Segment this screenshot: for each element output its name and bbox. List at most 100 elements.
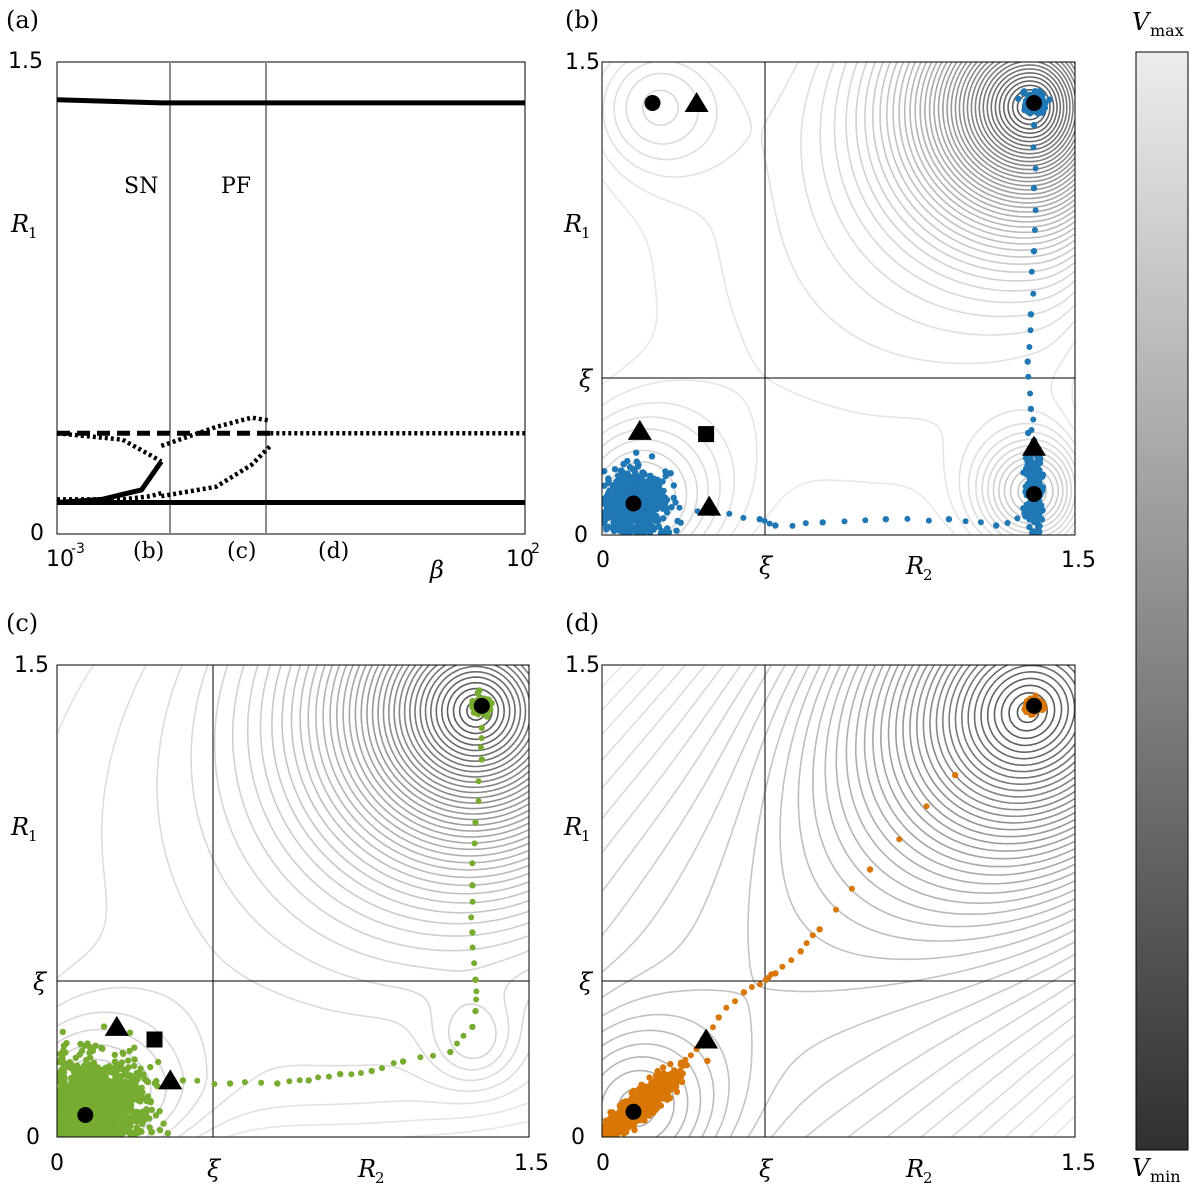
sample-point	[113, 1073, 120, 1080]
r2-sub-d: 2	[923, 1169, 933, 1187]
sample-point	[57, 1105, 64, 1112]
trail-point	[1030, 290, 1037, 297]
vmin-sub: min	[1150, 1167, 1181, 1186]
trail-point	[768, 971, 775, 978]
r1-sub-b: 1	[581, 224, 591, 242]
trail-point	[1004, 520, 1011, 526]
trail-point	[677, 1061, 684, 1068]
panel-d-label: (d)	[565, 609, 599, 637]
saddle-fixed-point	[104, 1015, 129, 1036]
trail-point	[779, 963, 786, 970]
contour-level-21	[937, 62, 1075, 200]
sample-point	[140, 1071, 147, 1078]
sample-point	[90, 1120, 98, 1128]
trail-point	[472, 1007, 479, 1015]
contour-level-15	[388, 665, 529, 799]
trail-point	[454, 1040, 460, 1047]
trail-point	[447, 1048, 454, 1056]
contour-level-22	[348, 665, 529, 838]
trail-point	[211, 1081, 218, 1087]
bifurcation-branches	[56, 97, 525, 505]
trail-point	[305, 1077, 312, 1084]
x-tick-zero-b: 0	[596, 548, 610, 573]
contour-level-12	[403, 665, 529, 783]
x-tick-right-a: 10 2	[506, 541, 540, 572]
sample-point	[675, 1072, 683, 1079]
r1-sub-a: 1	[28, 224, 38, 242]
sample-point	[1024, 501, 1032, 508]
trail-point	[478, 756, 485, 763]
y-tick-xi-d: ξ	[579, 968, 594, 996]
stable-fixed-point	[1026, 95, 1042, 111]
trail-point	[740, 514, 747, 521]
y-axis-label-a: R 1	[10, 210, 38, 242]
y-tick-top-d: 1.5	[565, 653, 600, 678]
sample-point	[116, 1117, 124, 1124]
stable-fixed-point	[644, 95, 661, 111]
contour-level-8	[424, 665, 527, 762]
sample-point	[156, 1127, 164, 1134]
sample-point	[634, 522, 641, 529]
sample-point	[103, 1097, 111, 1105]
branch-solid-2	[56, 460, 164, 505]
panel-a-label: (a)	[6, 6, 39, 34]
trail-point	[709, 1024, 716, 1031]
sample-point	[122, 1085, 130, 1092]
sample-point	[704, 1057, 711, 1065]
sample-point	[148, 1106, 155, 1114]
r2-sub-c: 2	[375, 1169, 385, 1187]
saddle-fixed-point	[684, 92, 709, 112]
x-tick-xi-c: ξ	[207, 1155, 222, 1183]
sample-point	[476, 687, 483, 694]
contour-level-32	[271, 665, 529, 914]
trail-point	[1032, 207, 1039, 214]
sample-point	[63, 1120, 71, 1128]
sample-point	[137, 1127, 144, 1135]
contour-level-6	[980, 665, 1075, 760]
contour-level-18	[371, 665, 529, 815]
sample-point	[617, 512, 624, 520]
trail-point	[977, 519, 984, 526]
r1-label-d: R	[563, 813, 582, 841]
contour-level-38	[57, 665, 529, 1137]
sample-point	[646, 510, 653, 517]
sample-point	[114, 1127, 121, 1135]
sample-point	[57, 1074, 62, 1081]
trail-point	[472, 976, 479, 983]
unstable-fixed-point	[146, 1031, 163, 1048]
sample-point	[129, 1108, 137, 1115]
sample-point	[1039, 92, 1046, 99]
y-tick-zero-a: 0	[30, 521, 44, 546]
sample-point	[603, 1117, 610, 1124]
sample-point	[89, 1047, 97, 1055]
contour-level-2	[1008, 692, 1048, 732]
fixed-points-d	[625, 697, 1042, 1120]
tick-ten-right: 10	[506, 547, 534, 572]
trail-point	[468, 914, 475, 921]
trail-point	[1028, 427, 1035, 433]
contour-level-8	[990, 68, 1065, 147]
sample-point	[674, 517, 681, 525]
contour-level-29	[898, 62, 1075, 239]
sample-point	[626, 513, 633, 521]
branch-dotted-8	[160, 444, 272, 499]
panel-d-frame	[601, 664, 1076, 1138]
x-axis-label-d: R 2	[905, 1155, 933, 1187]
sample-point	[620, 1117, 627, 1125]
trail-point	[286, 1078, 293, 1085]
sample-point	[619, 521, 626, 528]
sample-point	[84, 1040, 91, 1047]
sample-point	[638, 480, 645, 487]
contour-level-17	[909, 665, 1075, 831]
sample-point	[71, 1071, 78, 1078]
sample-point	[106, 1111, 114, 1118]
contour-level-34	[602, 665, 1075, 1137]
contour-level-20	[942, 62, 1075, 195]
marker-d: (d)	[318, 539, 349, 564]
sample-point	[645, 496, 652, 503]
trail-point	[1030, 144, 1037, 151]
trail-point	[471, 840, 478, 847]
contour-level-24	[336, 665, 529, 851]
trail-point	[740, 989, 748, 996]
saddle-fixed-point	[694, 1028, 719, 1049]
